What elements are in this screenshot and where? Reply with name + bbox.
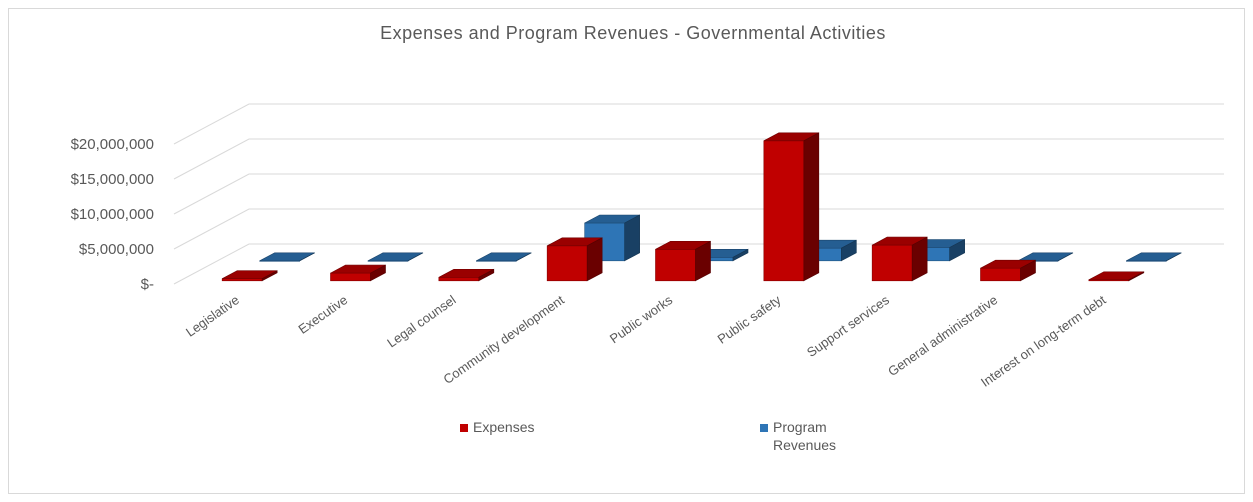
- legend-label-expenses: Expenses: [473, 419, 534, 435]
- y-tick-label: $20,000,000: [71, 136, 154, 153]
- gridline: [173, 173, 1224, 215]
- bar-expenses: [330, 264, 386, 282]
- x-axis-tick-labels: Legislative Executive Legal counselCommuni…: [183, 292, 1109, 390]
- legend-swatch-expenses: [460, 424, 468, 432]
- bars: [221, 132, 1182, 282]
- gridline: [173, 208, 1224, 250]
- bar-program-revenues-side: [1057, 252, 1074, 262]
- bar-expenses-front: [546, 245, 588, 282]
- bar-program-revenues-side: [407, 252, 424, 262]
- bar-program-revenues-top: [1017, 252, 1074, 262]
- bar-expenses-side: [1020, 259, 1036, 282]
- bar-expenses-side: [911, 236, 928, 282]
- bar-expenses-front: [655, 249, 696, 282]
- x-tick-label: Legislative: [183, 292, 242, 340]
- bar-expenses-side: [586, 237, 603, 282]
- bar-program-revenues-top: [476, 252, 532, 262]
- bar-expenses: [1088, 271, 1145, 282]
- bar-expenses: [980, 259, 1036, 282]
- x-tick-label: Executive: [295, 292, 350, 337]
- bar-expenses: [655, 240, 711, 282]
- bar-expenses-front: [763, 140, 805, 282]
- chart-canvas: Expenses and Program Revenues - Governme…: [71, 23, 1224, 453]
- bar-program-revenues: [476, 252, 532, 262]
- bar-program-revenues-top: [367, 252, 424, 262]
- chart-frame: Expenses and Program Revenues - Governme…: [8, 8, 1245, 494]
- bar-program-revenues-side: [732, 248, 749, 262]
- bar-expenses: [221, 270, 278, 282]
- bar-expenses-front: [980, 267, 1021, 282]
- bar-program-revenues: [1126, 252, 1182, 262]
- legend-label-program-revenues-line1: Program: [773, 419, 827, 435]
- x-tick-label: General administrative: [885, 292, 1000, 379]
- x-tick-label: Interest on long-term debt: [978, 292, 1109, 390]
- x-tick-label: Public safety: [715, 292, 784, 347]
- bar-program-revenues: [259, 252, 315, 262]
- legend-swatch-program-revenues: [760, 424, 768, 432]
- bar-program-revenues: [367, 252, 424, 262]
- gridline: [173, 138, 1224, 180]
- x-tick-label: Support services: [804, 292, 892, 360]
- bar-program-revenues-side: [841, 239, 857, 262]
- bar-expenses-side: [370, 264, 386, 282]
- bar-expenses-side: [695, 240, 711, 282]
- bar-expenses-side: [261, 270, 278, 282]
- gridline: [173, 103, 1224, 145]
- y-tick-label: $15,000,000: [71, 171, 154, 188]
- y-tick-label: $5,000,000: [79, 241, 154, 258]
- bar-expenses-front: [871, 244, 913, 282]
- x-tick-label: Legal counsel: [384, 292, 458, 350]
- chart-title: Expenses and Program Revenues - Governme…: [380, 23, 886, 43]
- bar-expenses-front: [330, 272, 371, 282]
- bar-program-revenues-side: [949, 239, 965, 262]
- legend: Expenses Program Revenues: [460, 419, 836, 453]
- y-tick-label: $10,000,000: [71, 206, 154, 223]
- legend-label-program-revenues-line2: Revenues: [773, 437, 836, 453]
- bar-program-revenues-side: [1166, 252, 1182, 262]
- bar-program-revenues-side: [516, 252, 532, 262]
- x-tick-label: Public works: [607, 292, 676, 346]
- bar-program-revenues-side: [624, 214, 640, 262]
- bar-expenses: [438, 268, 495, 282]
- x-tick-label: Community development: [440, 292, 567, 387]
- bar-expenses: [763, 132, 820, 282]
- bar-expenses-front: [221, 278, 263, 282]
- bar-program-revenues-top: [259, 252, 315, 262]
- bar-expenses-side: [803, 132, 820, 282]
- bar-expenses: [546, 237, 603, 282]
- bar-expenses: [871, 236, 928, 282]
- y-axis-tick-labels: $- $5,000,000 $10,000,000 $15,000,000 $20,00…: [71, 136, 154, 293]
- bar-expenses-front: [438, 276, 480, 282]
- bar-program-revenues-side: [299, 252, 315, 262]
- bar-expenses-side: [1128, 271, 1145, 282]
- y-tick-label: $-: [141, 276, 154, 293]
- bar-expenses-top: [1088, 271, 1144, 281]
- bar-expenses-side: [478, 268, 495, 282]
- bar-program-revenues-top: [1126, 252, 1182, 262]
